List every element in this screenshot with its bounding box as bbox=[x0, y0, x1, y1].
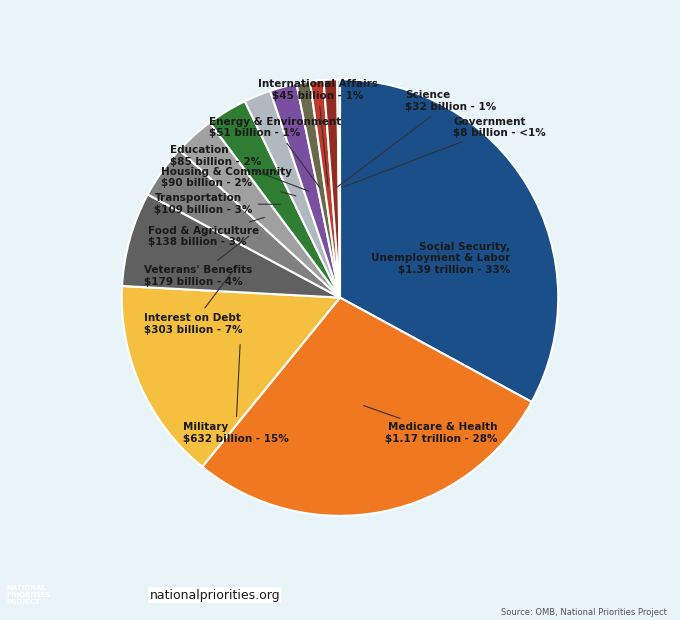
Wedge shape bbox=[340, 79, 558, 402]
Wedge shape bbox=[122, 195, 340, 298]
Wedge shape bbox=[270, 84, 340, 298]
Text: NATIONAL
PRIORITIES
PROJECT: NATIONAL PRIORITIES PROJECT bbox=[7, 585, 51, 605]
Wedge shape bbox=[209, 101, 340, 298]
Text: Source: OMB, National Priorities Project: Source: OMB, National Priorities Project bbox=[500, 608, 666, 617]
Text: Education
$85 billion - 2%: Education $85 billion - 2% bbox=[170, 145, 309, 191]
Wedge shape bbox=[202, 298, 532, 516]
Text: Housing & Community
$90 billion - 2%: Housing & Community $90 billion - 2% bbox=[161, 167, 296, 196]
Wedge shape bbox=[148, 150, 340, 298]
Text: Food & Agriculture
$138 billion - 3%: Food & Agriculture $138 billion - 3% bbox=[148, 218, 265, 247]
Text: Interest on Debt
$303 billion - 7%: Interest on Debt $303 billion - 7% bbox=[143, 270, 242, 335]
Wedge shape bbox=[296, 81, 340, 298]
Wedge shape bbox=[180, 123, 340, 298]
Text: Social Security,
Unemployment & Labor
$1.39 trillion - 33%: Social Security, Unemployment & Labor $1… bbox=[371, 242, 510, 275]
Text: Veterans' Benefits
$179 billion - 4%: Veterans' Benefits $179 billion - 4% bbox=[143, 236, 252, 286]
Text: Military
$632 billion - 15%: Military $632 billion - 15% bbox=[183, 345, 288, 444]
Wedge shape bbox=[122, 286, 340, 467]
Text: Energy & Environment
$51 billion - 1%: Energy & Environment $51 billion - 1% bbox=[209, 117, 341, 188]
Wedge shape bbox=[310, 80, 340, 298]
Text: Government
$8 billion - <1%: Government $8 billion - <1% bbox=[342, 117, 546, 187]
Text: International Affairs
$45 billion - 1%: International Affairs $45 billion - 1% bbox=[258, 79, 378, 187]
Text: Medicare & Health
$1.17 trillion - 28%: Medicare & Health $1.17 trillion - 28% bbox=[364, 405, 497, 444]
Text: Science
$32 billion - 1%: Science $32 billion - 1% bbox=[337, 91, 496, 187]
Wedge shape bbox=[245, 91, 340, 298]
Text: nationalpriorities.org: nationalpriorities.org bbox=[150, 589, 280, 601]
Text: Transportation
$109 billion - 3%: Transportation $109 billion - 3% bbox=[154, 193, 281, 215]
Wedge shape bbox=[324, 79, 340, 298]
Wedge shape bbox=[337, 79, 340, 298]
